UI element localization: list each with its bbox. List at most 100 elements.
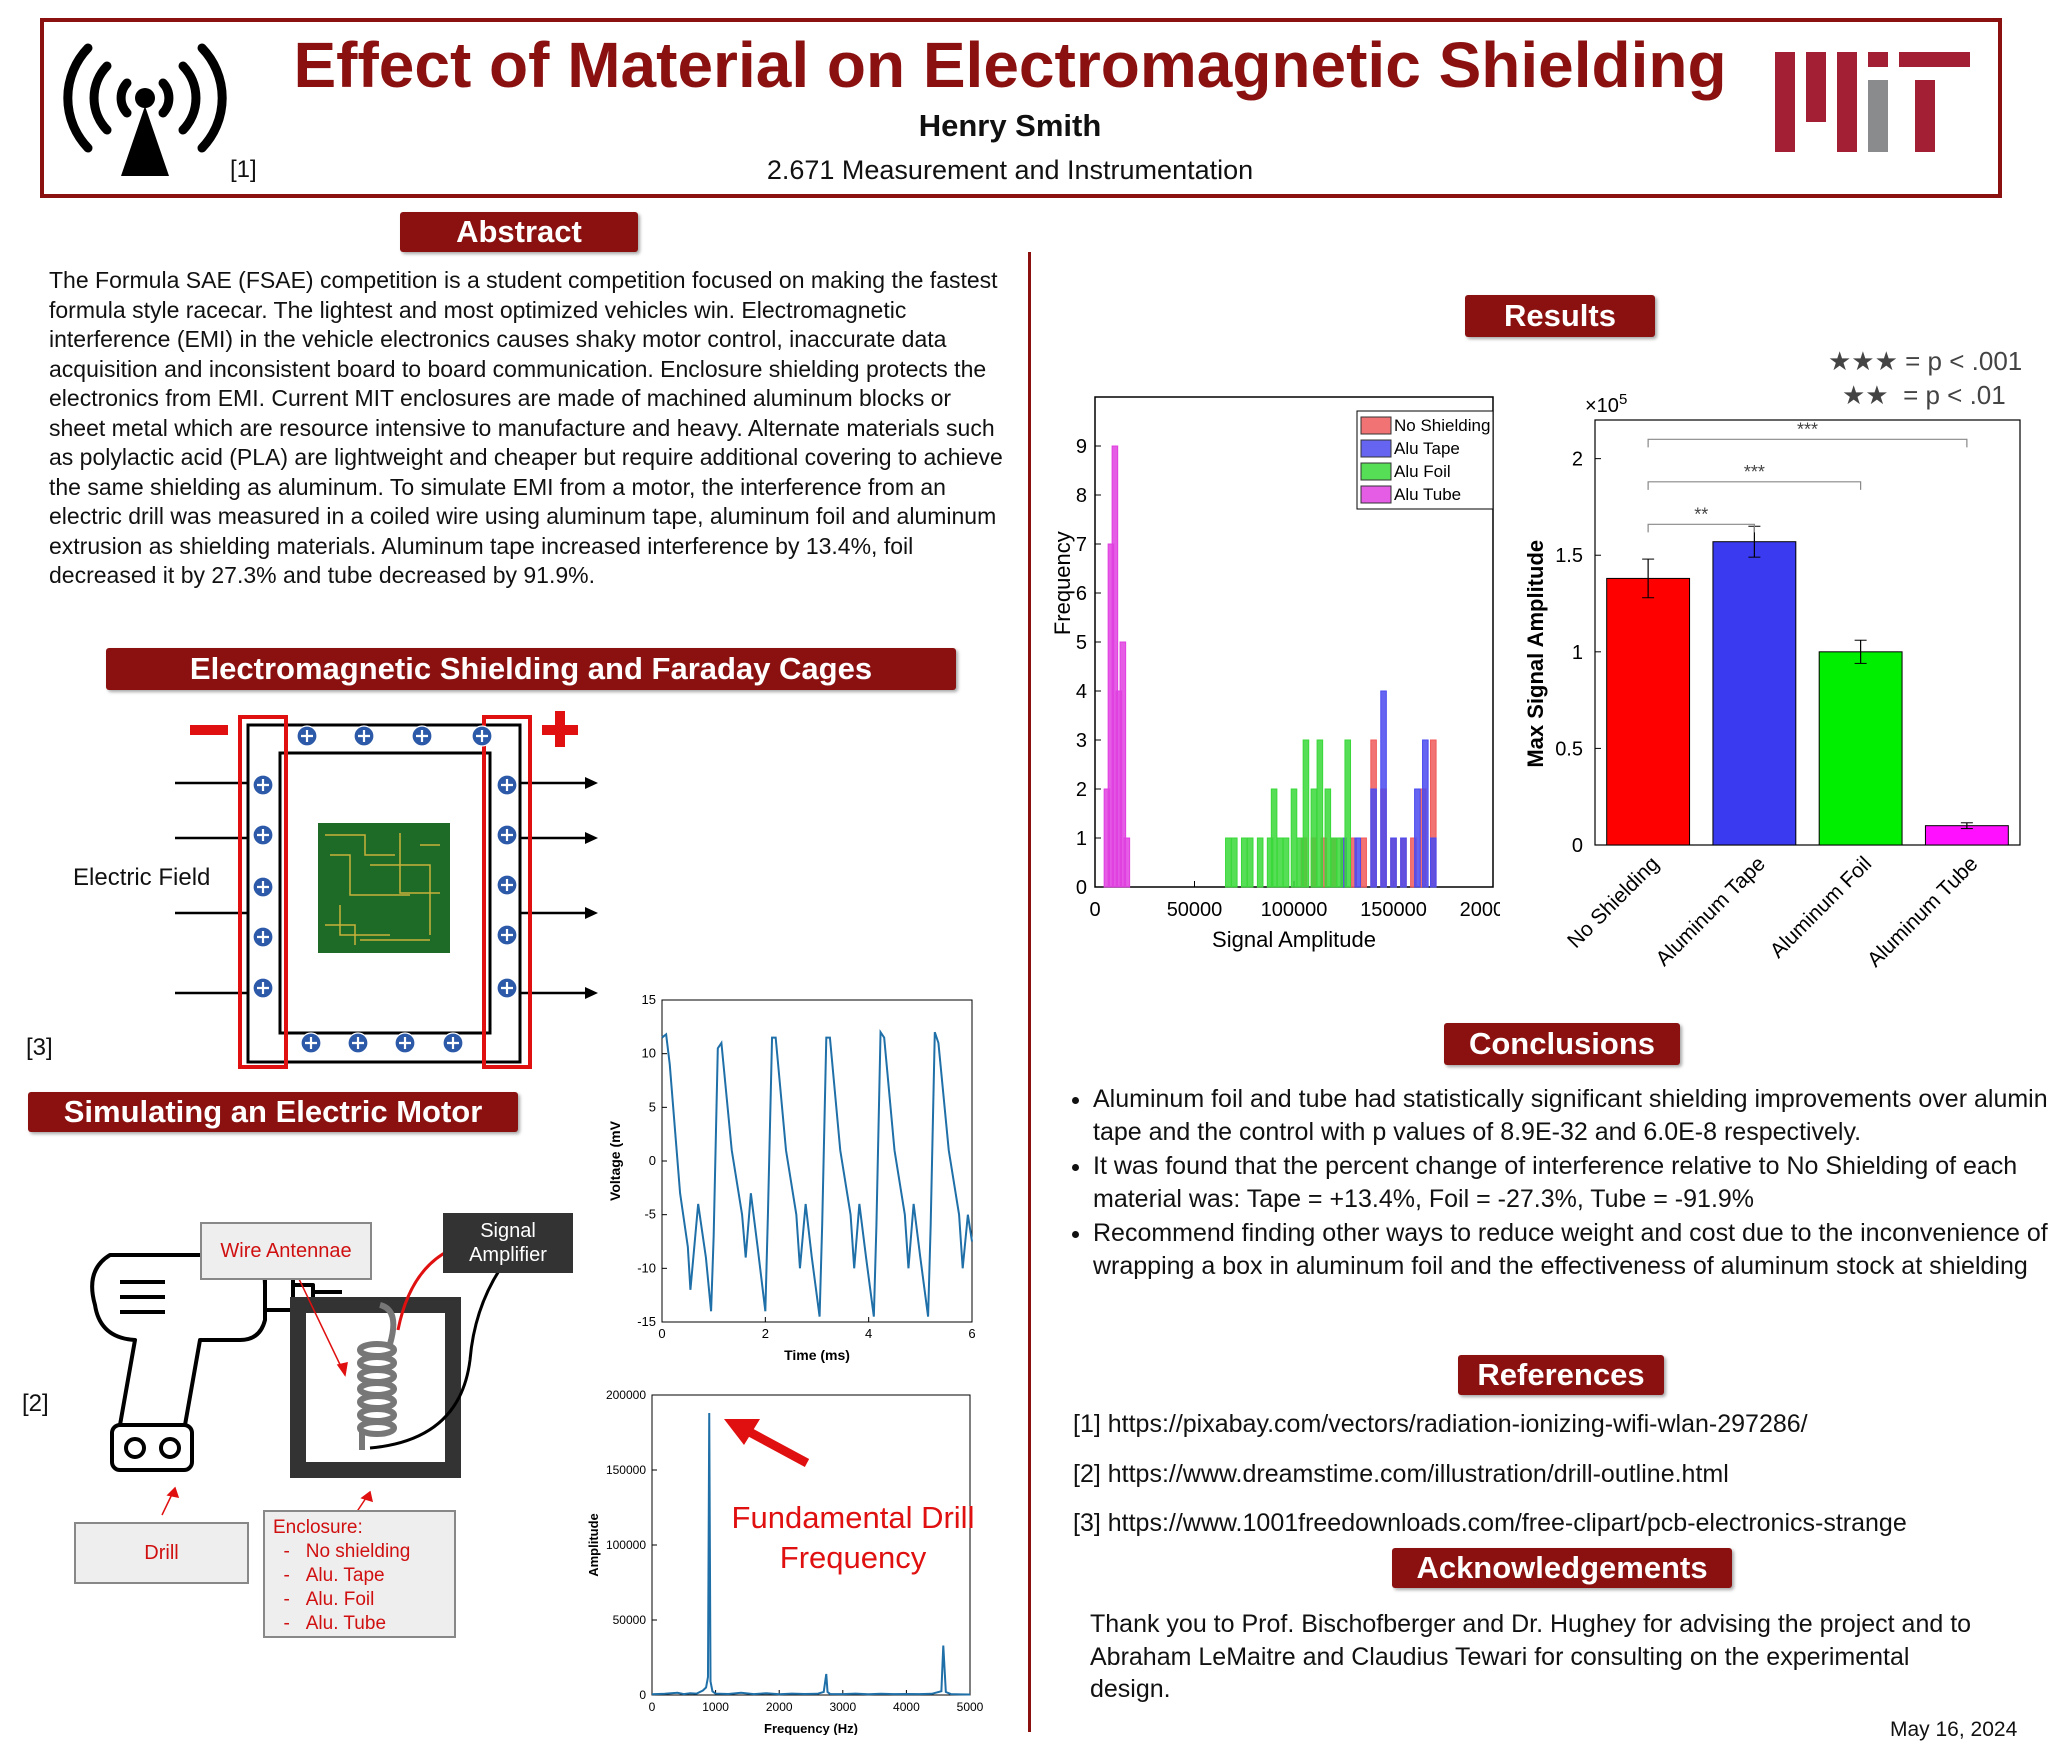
histogram-bar bbox=[1282, 837, 1290, 888]
mit-logo bbox=[1775, 52, 1970, 152]
poster-title: Effect of Material on Electromagnetic Sh… bbox=[293, 29, 1727, 101]
x-tick-label: 1000 bbox=[702, 1700, 729, 1714]
significance-stars: ** bbox=[1694, 504, 1708, 524]
histogram-bar bbox=[1344, 739, 1352, 888]
histogram-bar bbox=[1225, 837, 1232, 888]
x-tick-label: 0 bbox=[658, 1326, 665, 1341]
histogram-bar bbox=[1302, 739, 1310, 888]
fft-annotation-line-2: Frequency bbox=[779, 1540, 927, 1575]
fft-annotation: Fundamental Drill Frequency bbox=[718, 1498, 988, 1578]
y-axis-exponent: ×105 bbox=[1585, 391, 1627, 417]
y-tick-label: 50000 bbox=[613, 1613, 647, 1627]
y-tick-label: -5 bbox=[644, 1207, 656, 1222]
amplifier-text-1: Signal bbox=[480, 1220, 536, 1242]
histogram-bar bbox=[1240, 837, 1248, 888]
histogram-bar bbox=[1123, 837, 1131, 888]
histogram-bar bbox=[1380, 690, 1387, 888]
fft-annotation-line-1: Fundamental Drill bbox=[731, 1500, 975, 1535]
histogram-bar bbox=[1390, 837, 1397, 888]
histogram-bar bbox=[1290, 788, 1298, 888]
histogram-bar bbox=[1370, 788, 1377, 888]
y-tick-label: 150000 bbox=[606, 1463, 646, 1477]
legend-swatch bbox=[1360, 462, 1392, 481]
category-label: No Shielding bbox=[1563, 852, 1663, 952]
abstract-text: The Formula SAE (FSAE) competition is a … bbox=[49, 267, 1003, 588]
x-tick-label: 2 bbox=[762, 1326, 769, 1341]
y-tick-label: 100000 bbox=[606, 1538, 646, 1552]
conclusions-heading: Conclusions bbox=[1444, 1023, 1680, 1065]
histogram-bar bbox=[1336, 837, 1344, 888]
y-axis-label: Voltage (mV bbox=[607, 1120, 623, 1201]
enclosure-item: - No shielding bbox=[273, 1541, 411, 1562]
amplifier-text-2: Amplifier bbox=[469, 1244, 547, 1266]
histogram-bar bbox=[1330, 837, 1338, 888]
histogram-bar bbox=[1111, 445, 1119, 888]
acknowledgements-text: Thank you to Prof. Bischofberger and Dr.… bbox=[1090, 1610, 1972, 1703]
significance-bracket bbox=[1647, 438, 1968, 448]
y-axis-label: Amplitude bbox=[586, 1513, 601, 1577]
abstract-heading: Abstract bbox=[400, 212, 638, 252]
y-tick-label: 3 bbox=[1076, 730, 1087, 752]
legend-label: Alu Tape bbox=[1394, 439, 1460, 458]
x-axis-label: Time (ms) bbox=[784, 1347, 850, 1363]
y-tick-label: 9 bbox=[1076, 436, 1087, 458]
y-axis-label: Max Signal Amplitude bbox=[1523, 540, 1548, 768]
x-axis-label: Signal Amplitude bbox=[1212, 927, 1376, 952]
header-frame bbox=[40, 18, 2002, 198]
reference-1[interactable]: [1] https://pixabay.com/vectors/radiatio… bbox=[1073, 1410, 1808, 1438]
reference-3[interactable]: [3] https://www.1001freedownloads.com/fr… bbox=[1073, 1509, 1907, 1537]
x-tick-label: 2000 bbox=[766, 1700, 793, 1714]
histogram-bar bbox=[1354, 837, 1361, 888]
y-tick-label: -15 bbox=[637, 1314, 656, 1329]
significance-bracket bbox=[1647, 523, 1755, 533]
logo-reference: [1] bbox=[230, 156, 257, 183]
y-tick-label: 5 bbox=[649, 1099, 656, 1114]
category-label: Aluminum Tube bbox=[1863, 852, 1982, 971]
histogram-bar bbox=[1400, 837, 1407, 888]
significance-legend-2: ★★ = p < .01 bbox=[1842, 380, 2006, 410]
references-heading: References bbox=[1458, 1355, 1664, 1395]
wire-antennae-text: Wire Antennae bbox=[220, 1240, 352, 1262]
y-tick-label: 2 bbox=[1572, 449, 1583, 471]
histogram-bar bbox=[1256, 837, 1264, 888]
histogram-bar bbox=[1430, 837, 1437, 888]
histogram-bar bbox=[1270, 788, 1278, 888]
drill-label: Drill bbox=[74, 1522, 249, 1584]
motor-heading: Simulating an Electric Motor bbox=[28, 1092, 518, 1132]
conclusion-item: Aluminum foil and tube had statistically… bbox=[1093, 1083, 2048, 1148]
histogram-bar bbox=[1276, 837, 1284, 888]
acknowledgements-heading: Acknowledgements bbox=[1392, 1548, 1732, 1588]
y-tick-label: -10 bbox=[637, 1260, 656, 1275]
histogram-bar bbox=[1316, 739, 1324, 888]
legend-label: Alu Tube bbox=[1394, 485, 1461, 504]
y-tick-label: 1.5 bbox=[1555, 545, 1583, 567]
reference-2[interactable]: [2] https://www.dreamstime.com/illustrat… bbox=[1073, 1460, 1729, 1488]
signal-histogram: 0 1 2 3 4 5 6 7 8 9 0 50000 100000 150000 200000 Signal… bbox=[1050, 396, 1500, 952]
plot-frame bbox=[651, 1394, 971, 1696]
significance-stars: *** bbox=[1797, 419, 1818, 439]
y-tick-label: 0.5 bbox=[1555, 738, 1583, 760]
x-tick-label: 6 bbox=[968, 1326, 975, 1341]
legend-swatch bbox=[1360, 485, 1392, 504]
histogram-bar bbox=[1414, 788, 1421, 888]
red-arrow-icon bbox=[724, 1419, 810, 1467]
histogram-bar bbox=[1360, 837, 1367, 888]
x-tick-label: 50000 bbox=[1167, 899, 1223, 921]
data-series-line bbox=[661, 1029, 973, 1317]
x-tick-label: 100000 bbox=[1261, 899, 1328, 921]
y-tick-label: 0 bbox=[639, 1688, 646, 1702]
x-tick-label: 150000 bbox=[1360, 899, 1427, 921]
x-tick-label: 4000 bbox=[893, 1700, 920, 1714]
x-tick-label: 0 bbox=[649, 1700, 656, 1714]
motor-setup-diagram bbox=[90, 1236, 512, 1526]
course-name: 2.671 Measurement and Instrumentation bbox=[766, 155, 1254, 185]
plot-frame bbox=[661, 999, 973, 1323]
enclosure-item: - Alu. Tube bbox=[273, 1613, 387, 1634]
enclosure-title: Enclosure: bbox=[273, 1517, 363, 1538]
x-tick-label: 0 bbox=[1089, 899, 1100, 921]
significance-legend-3: ★★★ = p < .001 bbox=[1828, 346, 2023, 376]
legend-swatch bbox=[1360, 416, 1392, 435]
histogram-bar bbox=[1296, 837, 1304, 888]
